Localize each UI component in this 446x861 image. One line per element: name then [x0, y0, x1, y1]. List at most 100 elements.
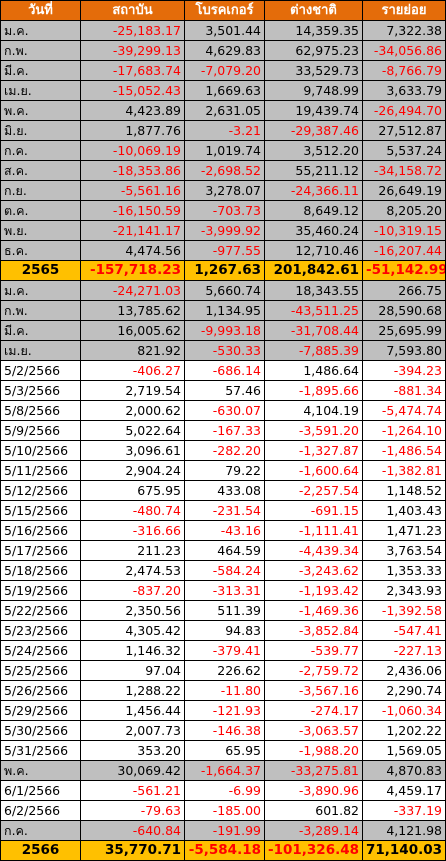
- value-cell: 3,633.79: [362, 80, 446, 101]
- value-cell: 97.04: [80, 660, 185, 681]
- value-cell: 55,211.12: [264, 160, 363, 181]
- header-cell: โบรคเกอร์: [184, 0, 265, 21]
- value-cell: -539.77: [264, 640, 363, 661]
- date-cell: ก.ค.: [0, 820, 81, 841]
- value-cell: -26,494.70: [362, 100, 446, 121]
- value-cell: 201,842.61: [264, 260, 363, 281]
- value-cell: -4,439.34: [264, 540, 363, 561]
- value-cell: 1,202.22: [362, 720, 446, 741]
- value-cell: 33,529.73: [264, 60, 363, 81]
- value-cell: -231.54: [184, 500, 265, 521]
- value-cell: 5,022.64: [80, 420, 185, 441]
- date-cell: 5/19/2566: [0, 580, 81, 601]
- value-cell: -79.63: [80, 800, 185, 821]
- value-cell: 12,710.46: [264, 240, 363, 261]
- value-cell: -337.19: [362, 800, 446, 821]
- value-cell: -881.34: [362, 380, 446, 401]
- value-cell: 14,359.35: [264, 20, 363, 41]
- value-cell: 4,474.56: [80, 240, 185, 261]
- date-cell: 5/11/2566: [0, 460, 81, 481]
- value-cell: -1,392.58: [362, 600, 446, 621]
- value-cell: -157,718.23: [80, 260, 185, 281]
- date-cell: 5/10/2566: [0, 440, 81, 461]
- date-cell: 2566: [0, 840, 81, 861]
- value-cell: -406.27: [80, 360, 185, 381]
- date-cell: 5/12/2566: [0, 480, 81, 501]
- value-cell: -10,319.15: [362, 220, 446, 241]
- date-cell: มี.ค.: [0, 60, 81, 81]
- date-cell: เม.ย.: [0, 340, 81, 361]
- value-cell: 2,343.93: [362, 580, 446, 601]
- value-cell: 1,267.63: [184, 260, 265, 281]
- value-cell: -5,474.74: [362, 400, 446, 421]
- value-cell: -16,150.59: [80, 200, 185, 221]
- value-cell: -1,469.36: [264, 600, 363, 621]
- value-cell: -9,993.18: [184, 320, 265, 341]
- value-cell: -3,243.62: [264, 560, 363, 581]
- value-cell: -313.31: [184, 580, 265, 601]
- date-cell: 5/9/2566: [0, 420, 81, 441]
- value-cell: -33,275.81: [264, 760, 363, 781]
- value-cell: 675.95: [80, 480, 185, 501]
- value-cell: -2,698.52: [184, 160, 265, 181]
- value-cell: -2,257.54: [264, 480, 363, 501]
- value-cell: 3,501.44: [184, 20, 265, 41]
- value-cell: 4,423.89: [80, 100, 185, 121]
- value-cell: -24,271.03: [80, 280, 185, 301]
- value-cell: -185.00: [184, 800, 265, 821]
- date-cell: 2565: [0, 260, 81, 281]
- value-cell: 821.92: [80, 340, 185, 361]
- date-cell: ก.พ.: [0, 40, 81, 61]
- date-cell: 5/24/2566: [0, 640, 81, 661]
- date-cell: ก.ย.: [0, 180, 81, 201]
- date-cell: 5/18/2566: [0, 560, 81, 581]
- date-cell: มิ.ย.: [0, 120, 81, 141]
- value-cell: 57.46: [184, 380, 265, 401]
- value-cell: -640.84: [80, 820, 185, 841]
- date-cell: 5/23/2566: [0, 620, 81, 641]
- value-cell: -11.80: [184, 680, 265, 701]
- value-cell: 19,439.74: [264, 100, 363, 121]
- value-cell: 5,660.74: [184, 280, 265, 301]
- date-cell: 5/29/2566: [0, 700, 81, 721]
- value-cell: -121.93: [184, 700, 265, 721]
- value-cell: 1,288.22: [80, 680, 185, 701]
- value-cell: 353.20: [80, 740, 185, 761]
- value-cell: 3,512.20: [264, 140, 363, 161]
- value-cell: 79.22: [184, 460, 265, 481]
- value-cell: -1,111.41: [264, 520, 363, 541]
- value-cell: -34,056.86: [362, 40, 446, 61]
- value-cell: -21,141.17: [80, 220, 185, 241]
- value-cell: -686.14: [184, 360, 265, 381]
- value-cell: 2,474.53: [80, 560, 185, 581]
- value-cell: 1,134.95: [184, 300, 265, 321]
- value-cell: 1,669.63: [184, 80, 265, 101]
- value-cell: -1,895.66: [264, 380, 363, 401]
- value-cell: 4,459.17: [362, 780, 446, 801]
- value-cell: -3.21: [184, 120, 265, 141]
- date-cell: 5/8/2566: [0, 400, 81, 421]
- value-cell: 26,649.19: [362, 180, 446, 201]
- value-cell: 8,205.20: [362, 200, 446, 221]
- value-cell: -1,988.20: [264, 740, 363, 761]
- value-cell: 2,350.56: [80, 600, 185, 621]
- value-cell: 2,719.54: [80, 380, 185, 401]
- value-cell: 13,785.62: [80, 300, 185, 321]
- value-cell: -25,183.17: [80, 20, 185, 41]
- value-cell: -1,193.42: [264, 580, 363, 601]
- value-cell: 266.75: [362, 280, 446, 301]
- date-cell: 5/15/2566: [0, 500, 81, 521]
- value-cell: 94.83: [184, 620, 265, 641]
- value-cell: -7,079.20: [184, 60, 265, 81]
- value-cell: 2,000.62: [80, 400, 185, 421]
- value-cell: 211.23: [80, 540, 185, 561]
- value-cell: 62,975.23: [264, 40, 363, 61]
- value-cell: 8,649.12: [264, 200, 363, 221]
- value-cell: -8,766.79: [362, 60, 446, 81]
- value-cell: 25,695.99: [362, 320, 446, 341]
- value-cell: 1,353.33: [362, 560, 446, 581]
- value-cell: 1,146.32: [80, 640, 185, 661]
- value-cell: 30,069.42: [80, 760, 185, 781]
- value-cell: -17,683.74: [80, 60, 185, 81]
- value-cell: -43.16: [184, 520, 265, 541]
